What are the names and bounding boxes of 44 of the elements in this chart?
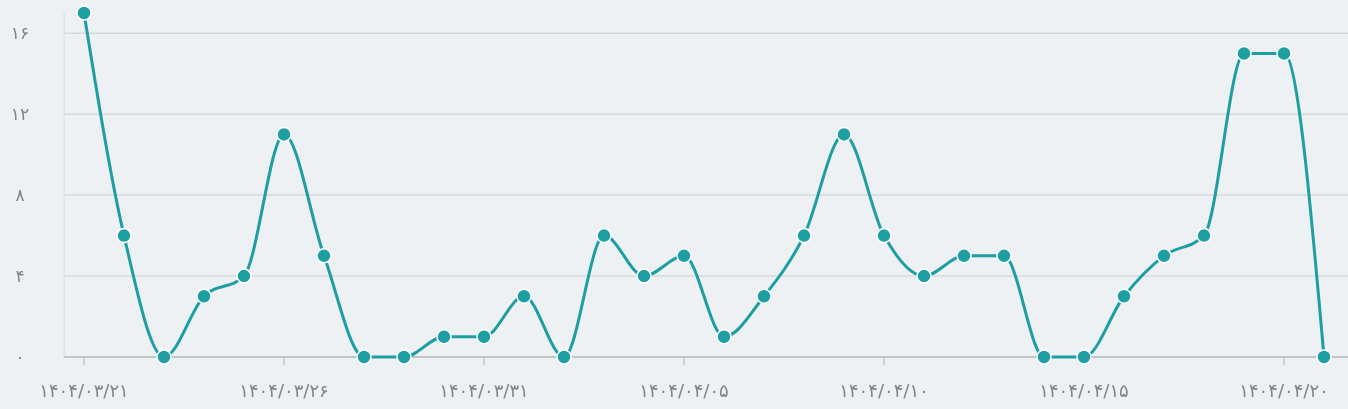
- x-tick-label: ۱۴۰۴/۰۴/۰۵: [639, 380, 729, 401]
- point: [1116, 288, 1132, 305]
- point: [916, 268, 932, 284]
- y-tick-label: ۸: [15, 185, 25, 206]
- point: [396, 349, 412, 365]
- y-tick-label: ۰: [15, 346, 25, 367]
- point: [1036, 349, 1052, 365]
- x-tick-label: ۱۴۰۴/۰۴/۲۰: [1239, 380, 1329, 401]
- point: [1236, 45, 1252, 62]
- point: [756, 288, 772, 305]
- point: [196, 288, 212, 305]
- x-tick-label: ۱۴۰۴/۰۴/۱۵: [1039, 380, 1129, 401]
- point: [76, 5, 92, 21]
- point: [356, 349, 372, 365]
- x-tick-label: ۱۴۰۴/۰۳/۲۶: [239, 380, 329, 401]
- point: [1316, 349, 1332, 365]
- y-tick-label: ۱۶: [10, 23, 30, 44]
- point: [276, 126, 292, 143]
- point: [676, 248, 692, 264]
- point: [1076, 349, 1092, 365]
- point: [516, 288, 532, 305]
- point: [996, 248, 1012, 264]
- point: [1276, 45, 1292, 62]
- point: [596, 227, 612, 244]
- point: [116, 227, 132, 244]
- point: [876, 227, 892, 244]
- point: [636, 268, 652, 284]
- x-tick-label: ۱۴۰۴/۰۴/۱۰: [839, 380, 929, 401]
- point: [716, 329, 732, 345]
- point: [556, 349, 572, 365]
- point: [796, 227, 812, 244]
- point: [436, 329, 452, 345]
- point: [1156, 248, 1172, 264]
- point: [316, 248, 332, 264]
- x-tick-label: ۱۴۰۴/۰۳/۳۱: [439, 380, 529, 401]
- point: [1196, 227, 1212, 244]
- point: [836, 126, 852, 143]
- point: [476, 329, 492, 345]
- y-tick-label: ۱۲: [10, 104, 30, 125]
- point: [156, 349, 172, 365]
- point: [956, 248, 972, 264]
- point: [236, 268, 252, 284]
- y-tick-label: ۴: [15, 266, 25, 287]
- x-tick-label: ۱۴۰۴/۰۳/۲۱: [39, 380, 129, 401]
